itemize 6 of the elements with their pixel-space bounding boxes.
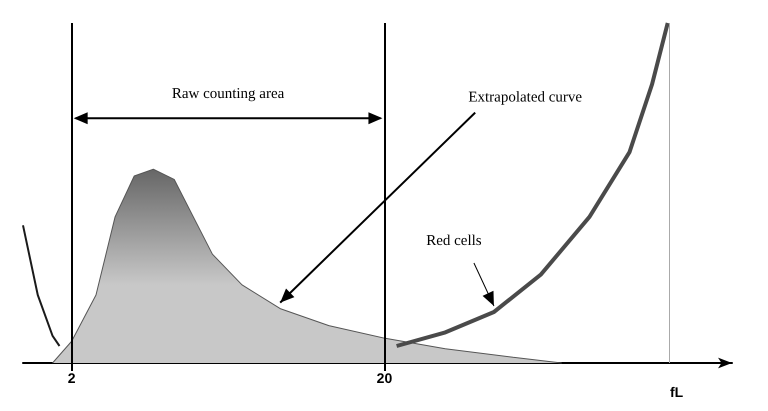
annotation: Red cells xyxy=(426,233,482,249)
x-axis-title: fL xyxy=(670,384,684,400)
annotation: Extrapolated curve xyxy=(468,90,582,106)
x-tick-label: 2 xyxy=(68,370,76,386)
x-tick-label: 20 xyxy=(376,370,392,386)
annotation: Raw counting area xyxy=(172,86,285,102)
